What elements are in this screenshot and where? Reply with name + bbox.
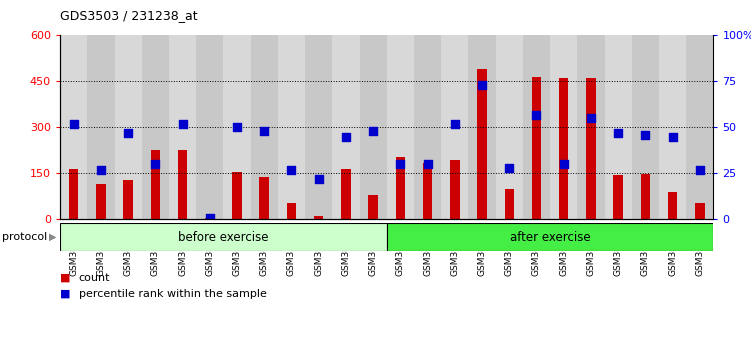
Point bbox=[639, 132, 651, 138]
Bar bbox=[341, 169, 351, 219]
Point bbox=[612, 130, 624, 136]
Bar bbox=[387, 35, 414, 219]
Bar bbox=[278, 35, 305, 219]
Bar bbox=[423, 163, 433, 219]
Bar bbox=[314, 216, 324, 219]
Bar bbox=[260, 177, 269, 219]
Bar bbox=[69, 169, 78, 219]
Bar bbox=[532, 77, 541, 219]
Bar bbox=[523, 35, 550, 219]
Bar bbox=[224, 35, 251, 219]
Point bbox=[231, 125, 243, 130]
Bar bbox=[414, 35, 441, 219]
Text: before exercise: before exercise bbox=[178, 231, 269, 244]
Bar bbox=[478, 69, 487, 219]
Bar bbox=[60, 223, 387, 251]
Bar bbox=[196, 35, 224, 219]
Bar bbox=[695, 202, 704, 219]
Bar bbox=[686, 35, 713, 219]
Point bbox=[558, 161, 570, 167]
Text: ▶: ▶ bbox=[49, 232, 56, 242]
Bar bbox=[441, 35, 469, 219]
Point bbox=[585, 115, 597, 121]
Point bbox=[312, 176, 324, 182]
Bar bbox=[396, 156, 405, 219]
Point bbox=[394, 161, 406, 167]
Bar bbox=[142, 35, 169, 219]
Text: ■: ■ bbox=[60, 273, 71, 283]
Bar bbox=[114, 35, 142, 219]
Point bbox=[694, 167, 706, 173]
Bar bbox=[469, 35, 496, 219]
Text: GDS3503 / 231238_at: GDS3503 / 231238_at bbox=[60, 9, 198, 22]
Bar bbox=[87, 35, 114, 219]
Point bbox=[285, 167, 297, 173]
Point bbox=[449, 121, 461, 127]
Bar bbox=[360, 35, 387, 219]
Point bbox=[503, 165, 515, 171]
Bar bbox=[169, 35, 196, 219]
Bar bbox=[205, 218, 215, 219]
Point bbox=[204, 215, 216, 221]
Bar bbox=[251, 35, 278, 219]
Bar bbox=[232, 172, 242, 219]
Point bbox=[421, 161, 433, 167]
Bar bbox=[305, 35, 332, 219]
Bar bbox=[96, 184, 106, 219]
Bar bbox=[550, 35, 578, 219]
Bar bbox=[496, 35, 523, 219]
Bar bbox=[178, 150, 187, 219]
Point bbox=[367, 128, 379, 134]
Bar bbox=[614, 175, 623, 219]
Bar bbox=[387, 223, 713, 251]
Point bbox=[149, 161, 161, 167]
Bar bbox=[123, 179, 133, 219]
Bar bbox=[450, 160, 460, 219]
Point bbox=[340, 134, 352, 139]
Bar bbox=[559, 78, 569, 219]
Bar bbox=[659, 35, 686, 219]
Bar bbox=[332, 35, 360, 219]
Bar bbox=[668, 192, 677, 219]
Bar bbox=[587, 78, 596, 219]
Point bbox=[258, 128, 270, 134]
Point bbox=[176, 121, 189, 127]
Text: protocol: protocol bbox=[2, 232, 47, 242]
Point bbox=[68, 121, 80, 127]
Text: after exercise: after exercise bbox=[510, 231, 590, 244]
Point bbox=[530, 112, 542, 118]
Point bbox=[476, 82, 488, 88]
Bar bbox=[287, 202, 296, 219]
Point bbox=[122, 130, 134, 136]
Bar bbox=[60, 35, 87, 219]
Point bbox=[95, 167, 107, 173]
Bar bbox=[641, 174, 650, 219]
Bar bbox=[151, 150, 160, 219]
Bar bbox=[578, 35, 605, 219]
Point bbox=[667, 134, 679, 139]
Text: count: count bbox=[79, 273, 110, 283]
Bar bbox=[605, 35, 632, 219]
Bar bbox=[505, 189, 514, 219]
Text: ■: ■ bbox=[60, 289, 71, 299]
Bar bbox=[632, 35, 659, 219]
Text: percentile rank within the sample: percentile rank within the sample bbox=[79, 289, 267, 299]
Bar bbox=[369, 195, 378, 219]
